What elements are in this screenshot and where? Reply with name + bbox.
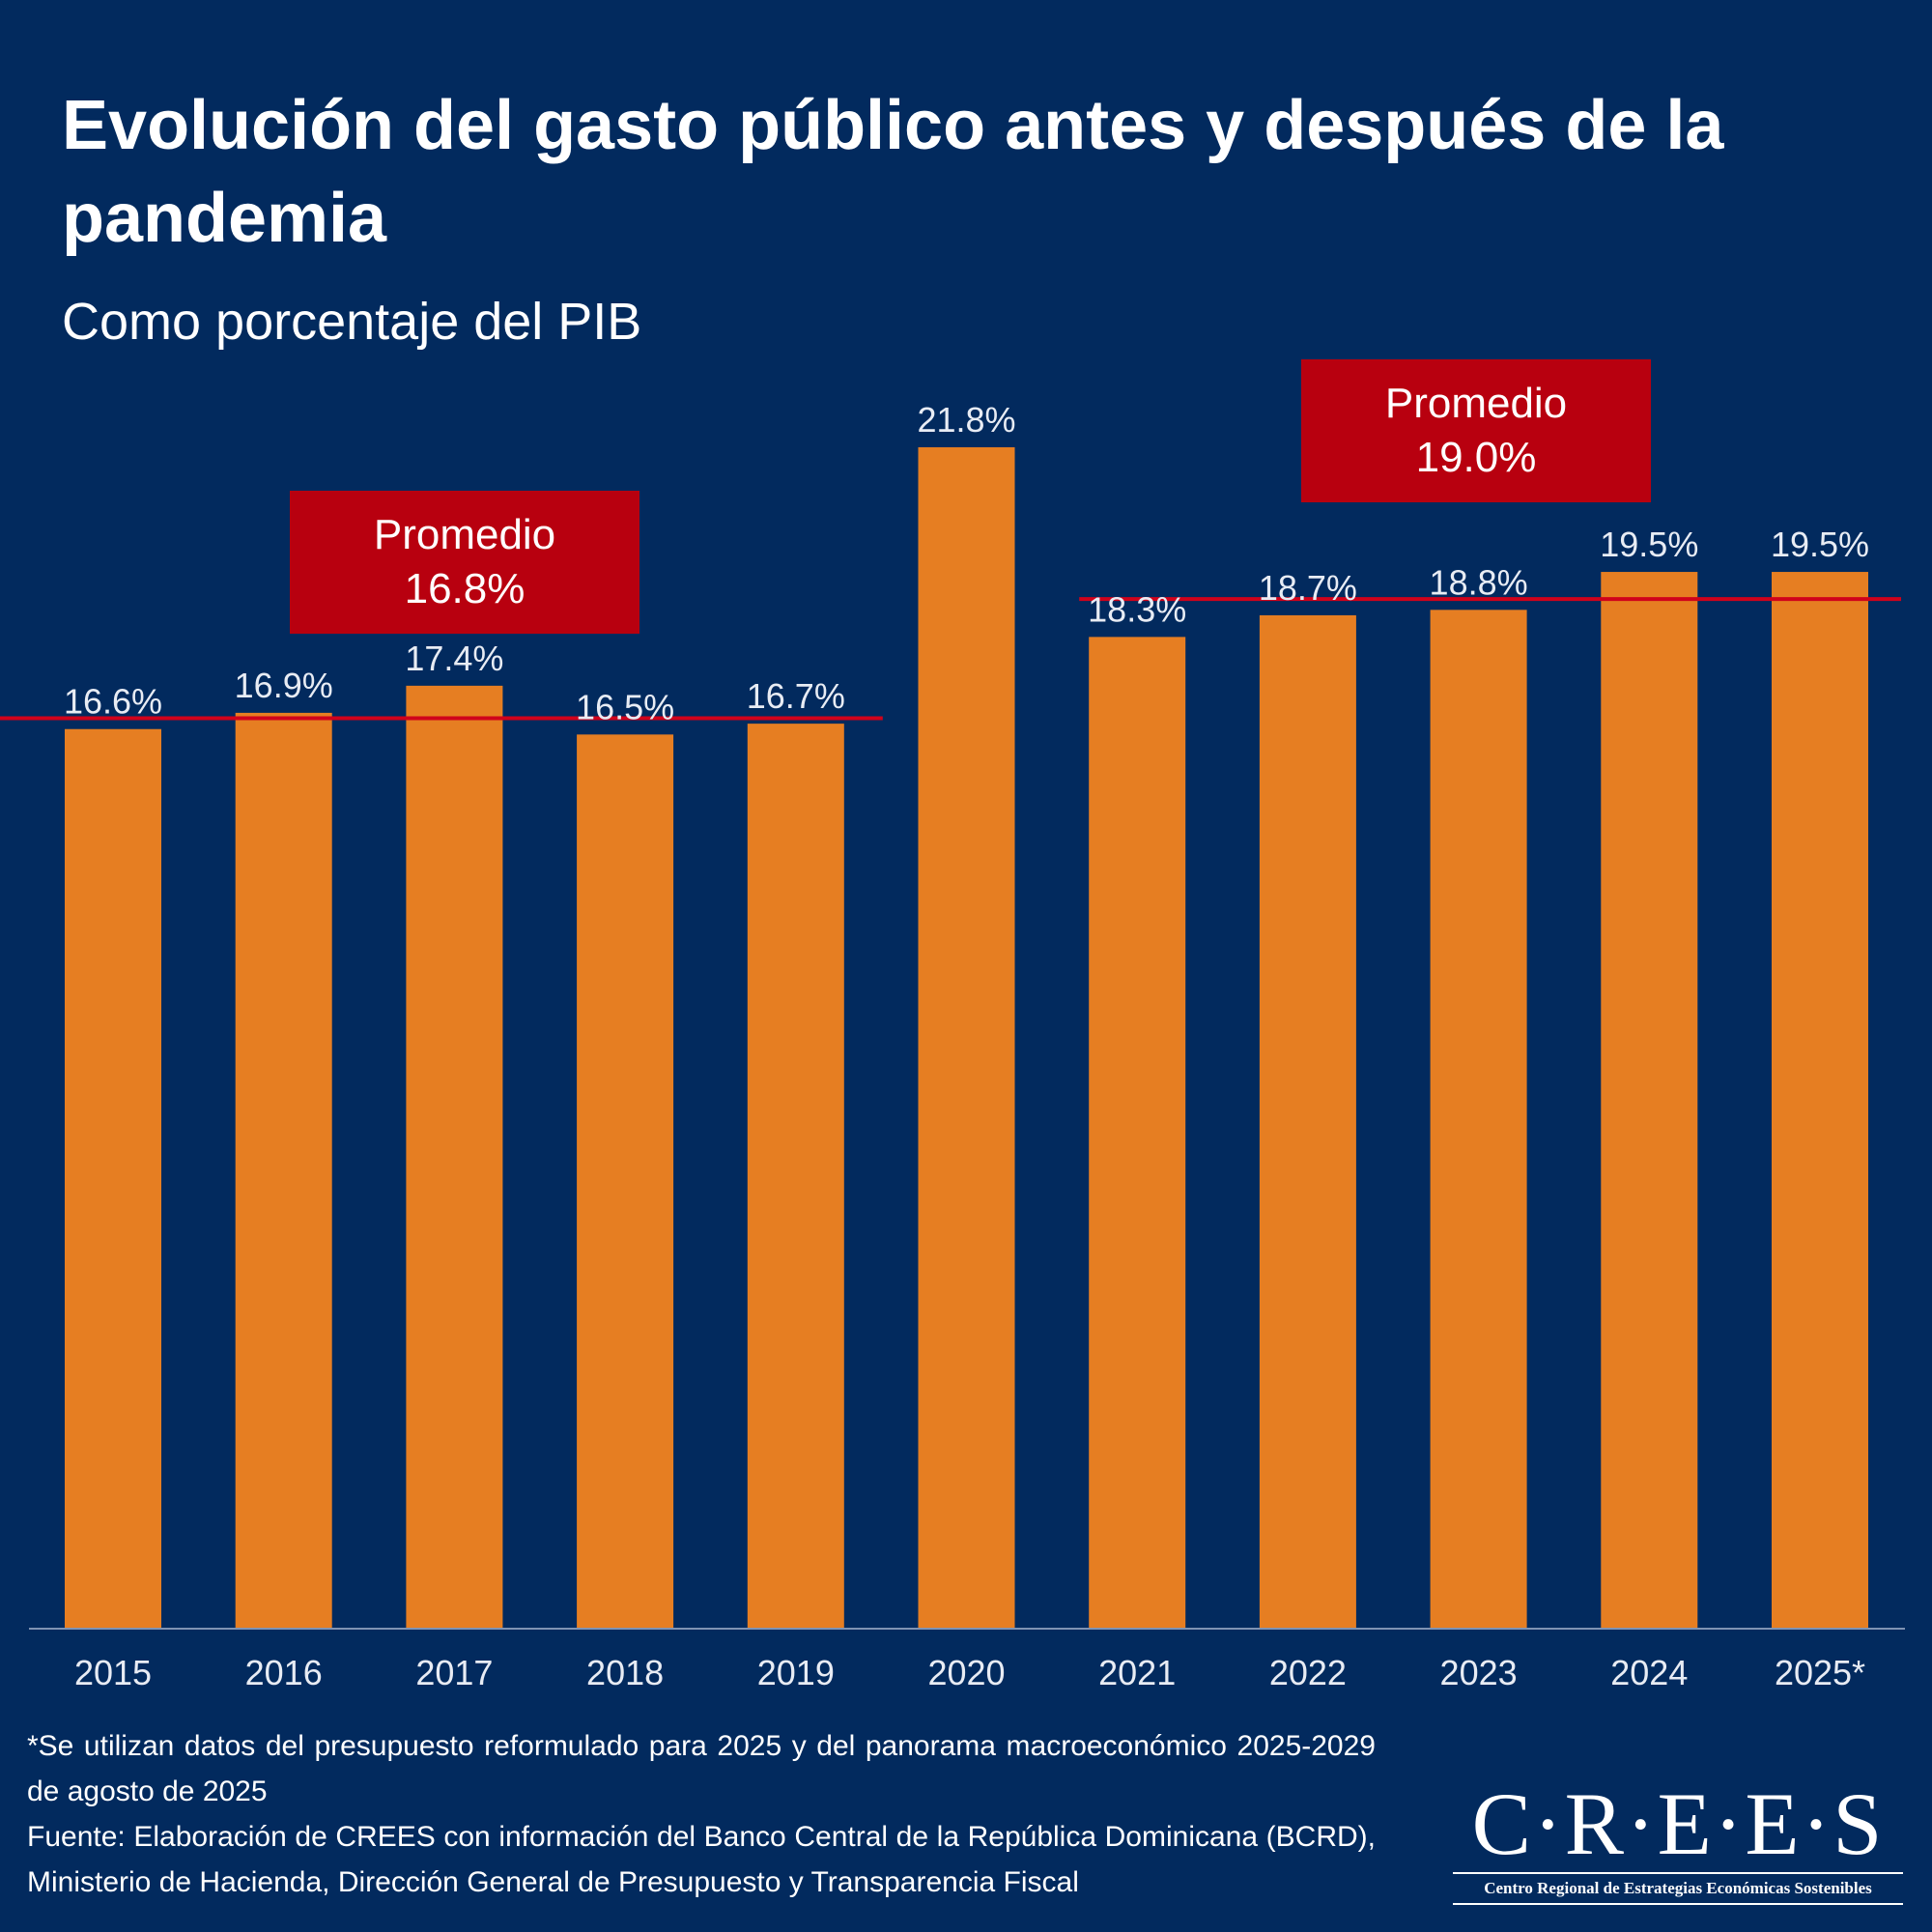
chart-subtitle: Como porcentaje del PIB — [62, 293, 642, 351]
bar — [918, 447, 1015, 1629]
bar — [1089, 637, 1186, 1629]
bar — [65, 728, 161, 1629]
bar — [1601, 572, 1698, 1629]
data-label: 19.5% — [1600, 525, 1698, 564]
bar — [1772, 572, 1868, 1629]
data-label: 18.3% — [1088, 589, 1186, 629]
bar — [1430, 610, 1527, 1629]
data-label: 17.4% — [405, 639, 503, 678]
average-box-label: Promedio — [373, 511, 556, 558]
x-tick-label: 2018 — [586, 1653, 664, 1692]
x-tick-label: 2024 — [1610, 1653, 1688, 1692]
footnote-note: *Se utilizan datos del presupuesto refor… — [27, 1730, 1376, 1807]
average-box-pre-pandemic: Promedio 16.8% — [290, 491, 639, 634]
data-label: 18.8% — [1430, 562, 1528, 602]
bar — [577, 734, 674, 1629]
logo-divider — [1453, 1872, 1903, 1874]
x-tick-label: 2019 — [757, 1653, 835, 1692]
logo-wordmark: C·R·E·E·S — [1471, 1775, 1885, 1873]
bar — [406, 685, 503, 1629]
x-tick-label: 2022 — [1269, 1653, 1347, 1692]
average-box-post-pandemic: Promedio 19.0% — [1301, 359, 1651, 502]
x-tick-label: 2020 — [927, 1653, 1005, 1692]
average-box-value: 19.0% — [1415, 434, 1537, 481]
data-label: 16.7% — [747, 676, 845, 716]
x-tick-label: 2023 — [1440, 1653, 1518, 1692]
chart-title: Evolución del gasto público antes y desp… — [62, 87, 1724, 257]
data-label: 21.8% — [917, 400, 1015, 440]
footnote-source: Fuente: Elaboración de CREES con informa… — [27, 1821, 1376, 1898]
logo-tagline: Centro Regional de Estrategias Económica… — [1484, 1879, 1872, 1897]
average-box-label: Promedio — [1384, 380, 1568, 427]
bar — [235, 712, 332, 1629]
x-tick-label: 2017 — [415, 1653, 493, 1692]
data-label: 16.9% — [235, 666, 333, 705]
data-label: 19.5% — [1771, 525, 1869, 564]
data-label: 18.7% — [1259, 568, 1357, 608]
x-tick-label: 2021 — [1098, 1653, 1176, 1692]
x-tick-label: 2025* — [1775, 1653, 1865, 1692]
data-label: 16.5% — [576, 687, 674, 726]
bar — [747, 724, 844, 1629]
x-tick-label: 2015 — [74, 1653, 152, 1692]
crees-logo: C·R·E·E·S Centro Regional de Estrategias… — [1449, 1776, 1907, 1911]
bar-chart: 2015 2016 2017 2018 2019 2020 2021 2022 2023 2024… — [0, 400, 1905, 1692]
average-box-value: 16.8% — [404, 565, 526, 612]
data-label: 16.6% — [64, 682, 162, 722]
bar — [1259, 614, 1356, 1630]
logo-divider — [1453, 1903, 1903, 1905]
x-tick-label: 2016 — [245, 1653, 323, 1692]
footnote: *Se utilizan datos del presupuesto refor… — [27, 1723, 1376, 1905]
